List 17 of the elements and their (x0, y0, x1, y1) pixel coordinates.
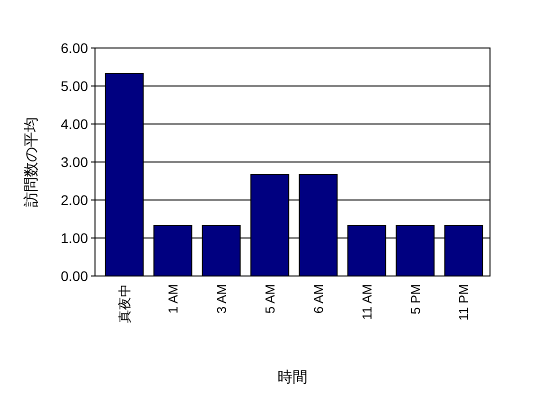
y-tick-label: 0.00 (60, 268, 88, 284)
x-axis-title: 時間 (278, 369, 308, 386)
y-axis-title: 訪問数の平均 (23, 117, 40, 207)
y-tick-label: 1.00 (60, 230, 88, 246)
y-tick-label: 5.00 (60, 78, 88, 94)
x-tick-label: 3 AM (214, 284, 229, 314)
x-tick-label: 1 AM (165, 284, 180, 314)
y-tick-label: 3.00 (60, 154, 88, 170)
x-tick-label: 5 PM (408, 284, 423, 314)
x-tick-label: 真夜中 (116, 284, 132, 323)
x-tick-label: 11 AM (359, 284, 374, 320)
y-tick-label: 4.00 (60, 116, 88, 132)
y-tick-label: 6.00 (60, 40, 88, 56)
x-tick-label: 11 PM (456, 284, 472, 321)
x-tick-label: 5 AM (262, 284, 278, 314)
y-tick-label: 2.00 (60, 192, 88, 208)
x-tick-label: 6 AM (310, 284, 326, 314)
